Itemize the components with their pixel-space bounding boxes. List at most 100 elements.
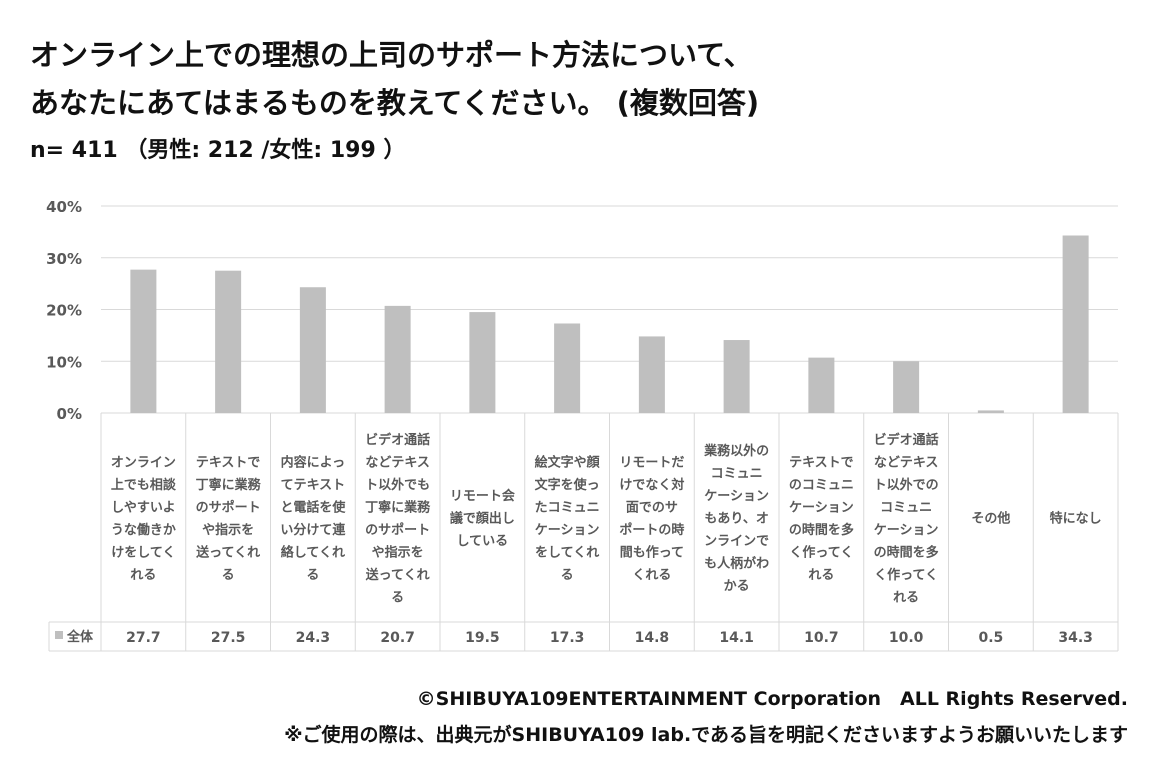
category-label: ビデオ通話 (365, 432, 430, 448)
bar (808, 357, 835, 413)
category-label: れる (808, 568, 834, 583)
category-label: のサポート (196, 499, 261, 515)
category-label: しやすいよ (111, 500, 176, 515)
category-label: などテキス (365, 455, 430, 470)
category-label: や指示を (372, 544, 424, 560)
bar (299, 287, 326, 413)
bar (1062, 235, 1089, 413)
category-label: けでなく対 (619, 477, 684, 493)
category-label: 間も作って (620, 544, 684, 560)
data-label: 14.1 (719, 630, 754, 646)
bar (554, 323, 581, 413)
data-label: 14.8 (635, 630, 670, 646)
category-label: ケーション (874, 523, 939, 538)
bar (638, 336, 665, 413)
category-label: をしてくれ (535, 545, 599, 560)
category-label: も人柄がわ (704, 556, 769, 572)
category-label: コミュニ (880, 500, 932, 515)
y-tick-label: 0% (57, 405, 82, 423)
y-tick-label: 30% (46, 250, 82, 268)
category-label: れる (130, 568, 156, 583)
copyright-footer: ©SHIBUYA109ENTERTAINMENT Corporation ALL… (416, 688, 1128, 710)
category-label: 上でも相談 (111, 477, 177, 493)
category-label: ポートの時 (619, 522, 684, 538)
category-label: している (457, 534, 509, 549)
category-label: テキストで (789, 455, 854, 470)
category-label: の時間を多 (789, 522, 854, 538)
series-name: 全体 (66, 629, 94, 645)
category-label: く作ってく (874, 567, 938, 583)
category-label: 絵文字や顔 (535, 454, 601, 470)
category-label: く作ってく (789, 544, 853, 560)
bar (469, 312, 496, 413)
category-label: 特になし (1050, 511, 1102, 527)
category-label: る (306, 568, 319, 583)
category-label: てテキスト (281, 478, 346, 493)
y-tick-label: 40% (46, 198, 82, 216)
data-label: 27.5 (211, 630, 246, 646)
category-label: ビデオ通話 (874, 432, 939, 448)
category-label: オンライン (111, 455, 176, 470)
category-label: ト以外でも (365, 477, 430, 493)
category-label: ケーション (535, 523, 600, 538)
data-label: 10.7 (804, 630, 839, 646)
category-label: うな働きか (111, 522, 176, 538)
category-label: 送ってくれ (195, 544, 260, 560)
category-label: 内容によっ (281, 454, 346, 470)
category-label: ケーション (704, 489, 769, 504)
category-label: たコミュニ (535, 500, 600, 515)
data-label: 34.3 (1058, 630, 1093, 646)
category-label: くれる (632, 568, 671, 583)
category-label: のコミュニ (789, 478, 854, 493)
y-tick-label: 20% (46, 302, 82, 320)
category-label: ト以外での (874, 477, 939, 493)
category-label: る (222, 568, 235, 583)
data-label: 19.5 (465, 630, 500, 646)
chart-title-line-1: オンライン上での理想の上司のサポート方法について、 (30, 38, 753, 72)
category-label: もあり、オ (704, 512, 768, 527)
data-label: 10.0 (889, 630, 924, 646)
chart-subtitle: n= 411 （男性: 212 /女性: 199 ） (30, 138, 406, 163)
legend-swatch (55, 631, 63, 639)
category-label: リモート会 (450, 488, 516, 504)
data-label: 0.5 (978, 630, 1003, 646)
bar (384, 305, 411, 413)
category-label: かる (724, 579, 750, 594)
category-label: る (391, 590, 404, 605)
y-tick-label: 10% (46, 353, 82, 371)
category-label: 業務以外の (703, 443, 769, 459)
category-label: テキストで (196, 455, 261, 470)
category-label: 面でのサ (626, 500, 678, 515)
category-label: い分けて連 (280, 522, 346, 538)
bar (893, 361, 920, 413)
usage-note-footer: ※ご使用の際は、出典元がSHIBUYA109 lab.である旨を明記くださいます… (284, 724, 1128, 746)
category-label: 文字を使っ (535, 477, 600, 493)
category-label: れる (893, 590, 919, 605)
category-label: のサポート (365, 522, 430, 538)
category-label: リモートだ (619, 455, 684, 470)
category-label: その他 (971, 511, 1010, 527)
chart-title-line-2: あなたにあてはまるものを教えてください。 (複数回答) (30, 86, 760, 120)
category-label: コミュニ (711, 467, 763, 482)
category-label: 送ってくれ (365, 567, 430, 583)
category-label: 丁寧に業務 (196, 477, 262, 493)
category-label: る (561, 568, 574, 583)
category-label: 議で顔出し (450, 511, 515, 527)
category-label: ケーション (789, 500, 854, 515)
data-label: 17.3 (550, 630, 585, 646)
bar (215, 270, 242, 413)
category-label: と電話を使 (280, 499, 346, 515)
bar (723, 340, 750, 413)
category-label: けをしてく (111, 545, 175, 560)
data-label: 20.7 (380, 630, 415, 646)
category-label: ンラインで (704, 534, 769, 549)
category-label: などテキス (874, 455, 939, 470)
category-label: 丁寧に業務 (365, 499, 431, 515)
category-label: 絡してくれ (281, 544, 345, 560)
category-label: や指示を (202, 522, 254, 538)
bar (977, 410, 1004, 413)
data-label: 27.7 (126, 630, 161, 646)
data-label: 24.3 (296, 630, 331, 646)
category-label: の時間を多 (874, 544, 939, 560)
